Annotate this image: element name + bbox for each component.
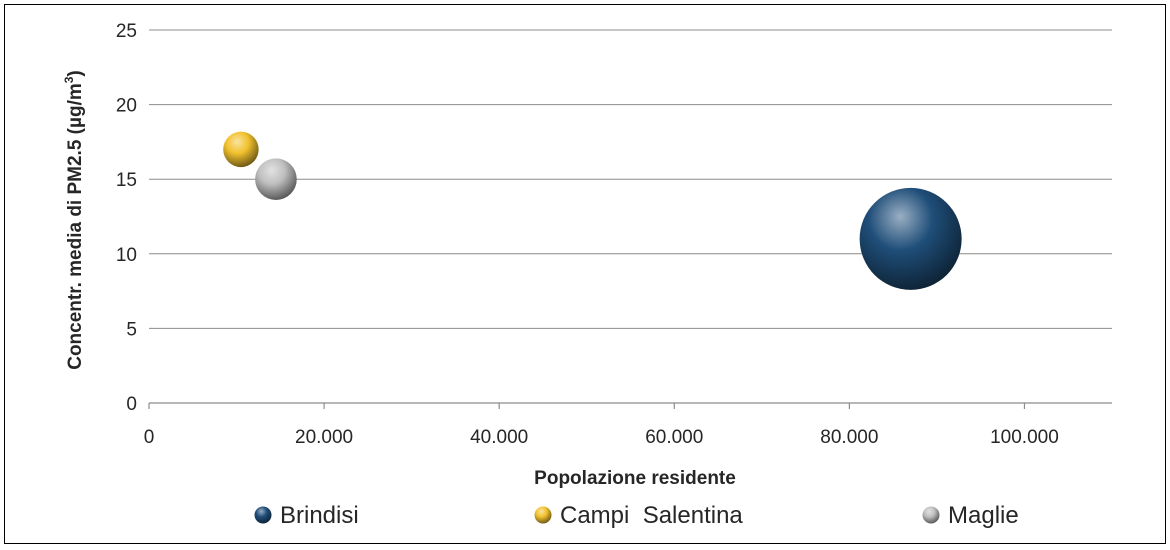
legend-label: Campi Salentina (560, 502, 743, 529)
y-axis-title-main: Concentr. media di PM2.5 (µg/m (65, 83, 86, 370)
axes: 0 5 10 15 20 25 0 20.000 40.000 60.000 80.000 100.0… (116, 21, 1112, 448)
legend: Brindisi Campi Salentina Maglie (254, 502, 1019, 529)
x-tick-label: 0 (144, 427, 155, 448)
legend-marker (534, 506, 552, 524)
x-axis-title: Popolazione residente (534, 468, 736, 489)
y-tick-label: 25 (116, 21, 137, 42)
y-tick-label: 0 (126, 394, 137, 415)
legend-label: Maglie (948, 502, 1019, 529)
chart-frame: 0 5 10 15 20 25 0 20.000 40.000 60.000 80.000 100.0… (4, 4, 1166, 544)
bubble-maglie (255, 158, 297, 201)
y-tick-label: 10 (116, 245, 137, 266)
x-tick-label: 100.000 (990, 427, 1059, 448)
x-tick-label: 60.000 (645, 427, 703, 448)
y-axis-title-sup: 3 (62, 76, 76, 83)
legend-marker (922, 506, 940, 524)
bubble-campi-salentina (223, 131, 259, 168)
bubbles (223, 131, 962, 290)
y-axis-title-end: ) (65, 70, 86, 76)
bubble-brindisi (859, 187, 962, 290)
legend-label: Brindisi (280, 502, 359, 529)
y-tick-label: 5 (126, 319, 137, 340)
x-tick-label: 80.000 (820, 427, 878, 448)
y-tick-label: 15 (116, 170, 137, 191)
x-tick-label: 20.000 (295, 427, 353, 448)
x-tick-label: 40.000 (470, 427, 528, 448)
y-tick-label: 20 (116, 96, 137, 117)
legend-marker (254, 506, 272, 524)
y-axis-title: Concentr. media di PM2.5 (µg/m3) (62, 70, 86, 370)
bubble-chart: 0 5 10 15 20 25 0 20.000 40.000 60.000 80.000 100.0… (62, 21, 1112, 529)
